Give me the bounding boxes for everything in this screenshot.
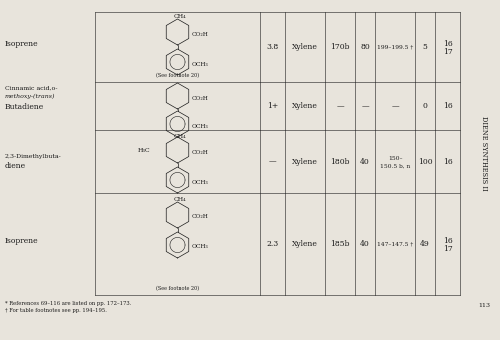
Text: diene: diene — [5, 163, 26, 170]
Text: DIENE SYNTHESIS II: DIENE SYNTHESIS II — [480, 116, 488, 191]
Text: 17: 17 — [442, 48, 452, 56]
Text: CH₄: CH₄ — [174, 134, 186, 139]
Text: Xylene: Xylene — [292, 157, 318, 166]
Text: 0: 0 — [422, 102, 428, 110]
Text: CH₄: CH₄ — [174, 197, 186, 202]
Text: Cinnamic acid,o-: Cinnamic acid,o- — [5, 86, 58, 91]
Text: Isoprene: Isoprene — [5, 40, 38, 48]
Text: —: — — [361, 102, 369, 110]
Text: (See footnote 20): (See footnote 20) — [156, 286, 199, 291]
Text: 40: 40 — [360, 240, 370, 248]
Text: 113: 113 — [478, 303, 490, 308]
Text: CO₂H: CO₂H — [192, 96, 208, 101]
Text: CH₄: CH₄ — [174, 14, 186, 19]
Text: (See footnote 20): (See footnote 20) — [156, 73, 199, 78]
Text: 147–147.5 †: 147–147.5 † — [377, 241, 413, 246]
Text: Xylene: Xylene — [292, 102, 318, 110]
Text: OCH₃: OCH₃ — [192, 123, 208, 129]
Text: * References 69–116 are listed on pp. 172–173.: * References 69–116 are listed on pp. 17… — [5, 301, 132, 306]
Text: 40: 40 — [360, 157, 370, 166]
Text: 2.3: 2.3 — [266, 240, 278, 248]
Text: 170b: 170b — [330, 43, 350, 51]
Text: 16: 16 — [442, 102, 452, 110]
Text: † For table footnotes see pp. 194–195.: † For table footnotes see pp. 194–195. — [5, 308, 107, 313]
Text: H₃C: H₃C — [138, 148, 150, 153]
Text: 49: 49 — [420, 240, 430, 248]
Text: 16: 16 — [442, 40, 452, 48]
Text: 1+: 1+ — [267, 102, 278, 110]
Text: Xylene: Xylene — [292, 240, 318, 248]
Text: —: — — [391, 102, 399, 110]
Text: Xylene: Xylene — [292, 43, 318, 51]
Text: OCH₃: OCH₃ — [192, 244, 208, 250]
Text: 17: 17 — [442, 245, 452, 253]
Text: —: — — [336, 102, 344, 110]
Text: 185b: 185b — [330, 240, 350, 248]
Text: 16: 16 — [442, 237, 452, 245]
Text: 2,3-Dimethylbuta-: 2,3-Dimethylbuta- — [5, 154, 62, 159]
Text: CO₂H: CO₂H — [192, 32, 208, 36]
Text: OCH₃: OCH₃ — [192, 180, 208, 185]
Text: 3.8: 3.8 — [266, 43, 278, 51]
Text: CO₂H: CO₂H — [192, 150, 208, 154]
Text: Butadiene: Butadiene — [5, 103, 44, 111]
Text: 5: 5 — [422, 43, 428, 51]
Text: 150.5 b, n: 150.5 b, n — [380, 164, 410, 169]
Text: CO₂H: CO₂H — [192, 215, 208, 220]
Text: OCH₃: OCH₃ — [192, 62, 208, 67]
Text: 100: 100 — [418, 157, 432, 166]
Text: —: — — [268, 157, 276, 166]
Text: 80: 80 — [360, 43, 370, 51]
Text: 180b: 180b — [330, 157, 350, 166]
Text: 16: 16 — [442, 157, 452, 166]
Text: 199–199.5 †: 199–199.5 † — [377, 45, 413, 50]
Text: 150–: 150– — [388, 156, 402, 161]
Text: methoxy-(trans): methoxy-(trans) — [5, 94, 56, 99]
Text: Isoprene: Isoprene — [5, 237, 38, 245]
